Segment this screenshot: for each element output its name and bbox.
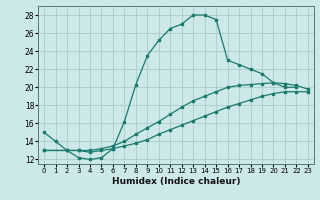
X-axis label: Humidex (Indice chaleur): Humidex (Indice chaleur) xyxy=(112,177,240,186)
